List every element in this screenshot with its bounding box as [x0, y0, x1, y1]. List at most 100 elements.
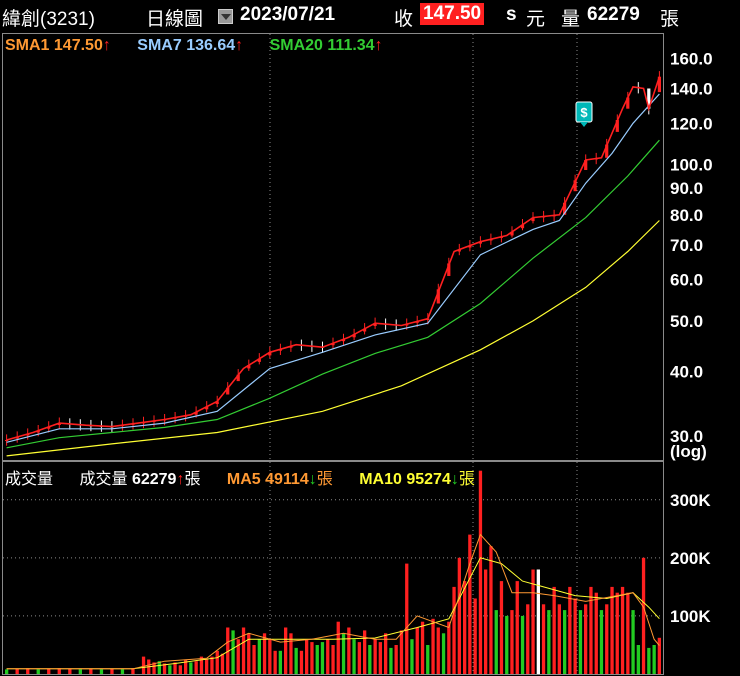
candle-body [573, 180, 577, 192]
volume-bar [436, 627, 440, 674]
volume-bar [78, 669, 82, 674]
volume-bar [184, 659, 188, 674]
unit-label: 張 [458, 471, 475, 488]
volume-bar [99, 669, 104, 674]
volume-bar [368, 645, 372, 674]
volume-bar [520, 615, 525, 674]
chevron-down-icon[interactable] [218, 9, 233, 24]
volume-bar [257, 639, 261, 674]
sma1-legend: SMA1 147.50 [5, 37, 103, 54]
volume-bar [373, 639, 377, 674]
candle-body [657, 76, 661, 93]
volume-bar [178, 665, 182, 674]
volume-bar [636, 645, 640, 674]
volume-bar [241, 627, 246, 674]
volume-bar [320, 642, 325, 674]
volume-bar [363, 630, 367, 674]
volume-bar [605, 604, 609, 674]
volume-bar [447, 621, 451, 674]
price-legend: SMA1 147.50↑ SMA7 136.64↑ SMA20 111.34↑ [5, 37, 383, 55]
volume-bar [352, 639, 356, 674]
candle-body [236, 374, 240, 382]
volume-bar [589, 586, 593, 674]
volume-bar [310, 642, 314, 674]
volume-bar [378, 642, 382, 674]
ma10-legend-item: MA10 95274 [359, 471, 451, 488]
volume-bar [494, 610, 498, 674]
candle-body [520, 224, 525, 229]
ma5-legend-item: MA5 49114 [226, 471, 309, 488]
volume-bar [615, 592, 619, 674]
candle-body [478, 241, 482, 244]
unit-label: 張 [316, 471, 333, 488]
volume-bar [262, 633, 267, 674]
price-unit: 元 [526, 9, 546, 30]
volume-unit: 張 [660, 9, 680, 30]
sma7-legend: SMA7 136.64 [137, 37, 236, 54]
period-selector-label[interactable]: 日線圖 [146, 9, 204, 30]
long-ma-line [6, 220, 660, 457]
volume-bar [426, 645, 430, 674]
candle-body [626, 97, 630, 109]
volume-bar [573, 598, 577, 674]
volume-bar [347, 627, 351, 674]
volume-bar [199, 656, 204, 674]
volume-bar [194, 661, 198, 674]
volume-tick-label: 300K [670, 491, 711, 510]
candle-body [457, 249, 461, 252]
volume-bar [641, 557, 646, 674]
price-tick-label: 60.0 [670, 271, 703, 290]
close-label: 收 [394, 9, 414, 30]
down-arrow-icon: ↓ [308, 471, 317, 488]
volume-bar [226, 627, 230, 674]
sma1-line [6, 76, 661, 441]
ma5-volume-line [6, 533, 660, 670]
price-candles [5, 71, 661, 446]
candle-body [510, 231, 514, 236]
candle-body [584, 160, 588, 170]
price-tick-label: 160.0 [670, 49, 713, 68]
volume-bar [631, 610, 635, 674]
candle-body [57, 423, 61, 425]
volume-bar [541, 604, 546, 674]
volume-bar [247, 633, 251, 674]
candle-body [215, 401, 219, 404]
volume-bar [410, 639, 414, 674]
volume-bar [15, 668, 19, 674]
volume-legend: 成交量 成交量 62279↑張 MA5 49114↓張 MA10 95274↓張 [5, 465, 475, 489]
candle-body [373, 323, 377, 326]
sma7-line [6, 93, 660, 443]
volume-bar [489, 546, 493, 674]
price-gridlines [269, 34, 578, 460]
volume-bar [215, 650, 219, 674]
volume-bar [189, 662, 193, 674]
volume-bar [552, 586, 556, 674]
candle-body [194, 412, 198, 415]
candle-body [605, 144, 609, 158]
price-tick-label: 80.0 [670, 206, 703, 225]
price-tick-label: 50.0 [670, 312, 703, 331]
volume-bar [652, 645, 656, 674]
volume-bar [584, 604, 588, 674]
price-panel-frame [2, 33, 664, 461]
volume-bar [568, 586, 572, 674]
down-arrow-icon: ↓ [450, 471, 459, 488]
volume-bar [394, 645, 398, 674]
volume-label: 量 [561, 9, 581, 30]
candle-body [268, 352, 272, 356]
candle-body [5, 440, 9, 441]
volume-bar [173, 662, 177, 674]
candle-body [257, 358, 261, 362]
volume-panel-frame [2, 461, 664, 675]
volume-bar [47, 668, 51, 674]
volume-panel-title: 成交量 [5, 471, 54, 488]
volume-bar [273, 650, 277, 674]
volume-bar [36, 669, 40, 674]
volume-bar [26, 668, 30, 674]
up-arrow-icon: ↑ [374, 37, 383, 54]
candle-body [341, 339, 346, 342]
volume-bar [505, 615, 509, 674]
dividend-marker[interactable]: $ [575, 101, 593, 127]
volume-bar [441, 633, 446, 674]
